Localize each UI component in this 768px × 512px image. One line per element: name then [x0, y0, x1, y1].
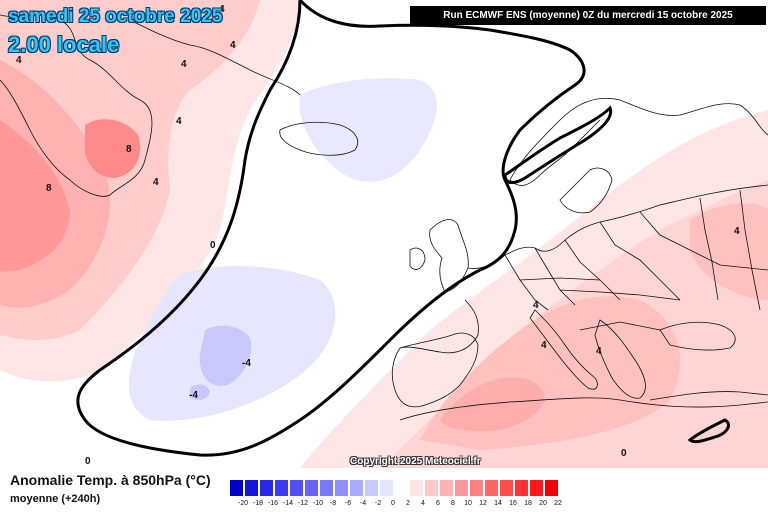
legend-swatch	[515, 480, 529, 496]
legend-tick-label: 16	[509, 500, 517, 507]
contour-label: 4	[176, 116, 182, 127]
legend-tick-label: 14	[494, 500, 502, 507]
legend-tick-label: -16	[267, 500, 279, 507]
legend-swatch	[380, 480, 394, 496]
run-info-bar: Run ECMWF ENS (moyenne) 0Z du mercredi 1…	[410, 6, 766, 25]
warm-anomaly-west	[0, 0, 300, 382]
legend-tick-label: 4	[421, 500, 425, 507]
legend-tick-label: -20	[237, 500, 249, 507]
contour-label: 4	[734, 226, 740, 237]
copyright: Copyright 2025 Meteociel.fr	[350, 456, 481, 467]
land-outlines	[0, 14, 768, 421]
legend-swatch	[335, 480, 349, 496]
legend-tick-label: -6	[344, 500, 352, 507]
legend-tick-label: -18	[252, 500, 264, 507]
legend-tick-label: -2	[374, 500, 382, 507]
field-subtitle: moyenne (+240h)	[10, 493, 101, 505]
contour-label: 0	[621, 448, 627, 459]
legend-swatch	[305, 480, 319, 496]
legend-swatch	[410, 480, 424, 496]
legend-tick-label: 20	[539, 500, 547, 507]
legend-tick-label: 6	[436, 500, 440, 507]
contour-label: 4	[230, 40, 236, 51]
legend-tick-label: 8	[451, 500, 455, 507]
legend-swatch	[350, 480, 364, 496]
legend-tick-label: 18	[524, 500, 532, 507]
domain-boundary	[76, 0, 586, 457]
legend-swatch	[395, 480, 409, 496]
contour-label: 4	[153, 177, 159, 188]
contour-label: 4	[533, 300, 539, 311]
legend-swatch	[245, 480, 259, 496]
legend-tick-label: -10	[312, 500, 324, 507]
forecast-local-time: 2.00 locale	[8, 32, 120, 57]
contour-label: 4	[596, 346, 602, 357]
legend-swatch	[455, 480, 469, 496]
contour-label: 4	[541, 340, 547, 351]
legend-swatch	[320, 480, 334, 496]
legend-tick-label: 2	[406, 500, 410, 507]
contour-label: 4	[219, 4, 225, 15]
contour-label: 0	[210, 240, 216, 251]
legend-tick-label: 12	[479, 500, 487, 507]
coast-contour-norway	[503, 105, 613, 184]
contour-label: -4	[242, 358, 251, 369]
legend-tick-label: -14	[282, 500, 294, 507]
contour-label: -4	[189, 390, 198, 401]
legend-swatch	[440, 480, 454, 496]
contour-label: 0	[85, 456, 91, 467]
contour-labels: 4 4 4 4 8 8 4 0 0 0 -4 -4 4 4 4 4 4	[16, 4, 740, 467]
contour-label: 4	[16, 55, 22, 66]
warm-anomaly-east	[300, 110, 768, 468]
legend-tick-label: -8	[329, 500, 337, 507]
legend-swatch	[545, 480, 559, 496]
legend-swatch	[260, 480, 274, 496]
legend-tick-label: 10	[464, 500, 472, 507]
legend-swatch	[275, 480, 289, 496]
legend-swatch	[485, 480, 499, 496]
legend-swatch	[470, 480, 484, 496]
legend-swatch	[230, 480, 244, 496]
legend-swatch	[365, 480, 379, 496]
legend-swatch	[500, 480, 514, 496]
contour-label: 8	[126, 144, 132, 155]
coast-contour-africa	[687, 418, 730, 444]
field-title: Anomalie Temp. à 850hPa (°C)	[10, 472, 211, 488]
legend-tick-label: -4	[359, 500, 367, 507]
contour-label: 4	[181, 59, 187, 70]
legend-tick-label: 0	[391, 500, 395, 507]
legend-tick-label: 22	[554, 500, 562, 507]
legend-tick-label: -12	[297, 500, 309, 507]
contour-label: 8	[46, 183, 52, 194]
legend-swatch	[530, 480, 544, 496]
forecast-date: samedi 25 octobre 2025	[8, 6, 223, 27]
cold-anomaly	[128, 78, 437, 421]
legend-swatch	[290, 480, 304, 496]
legend-swatch	[425, 480, 439, 496]
